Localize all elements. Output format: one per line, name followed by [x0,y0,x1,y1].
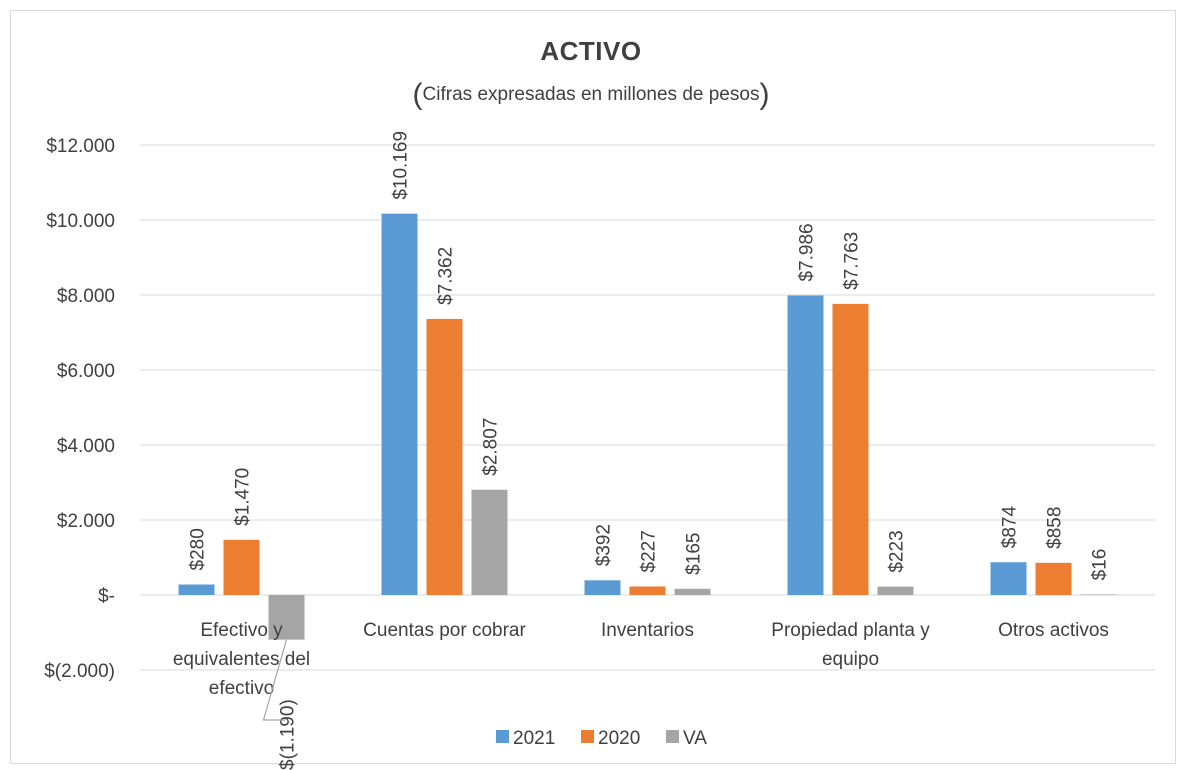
bar-2021 [381,213,418,595]
bar-2020 [1035,562,1072,595]
legend-label-va: VA [683,728,707,749]
x-tick-label: Efectivo y [200,620,283,641]
data-label: $165 [684,533,705,575]
y-tick-label: $10.000 [46,211,115,232]
y-tick-label: $8.000 [57,286,115,307]
data-label: $227 [639,530,660,572]
x-tick-label: equipo [822,649,879,670]
leader-line [262,639,288,721]
chart-subtitle-text: Cifras expresadas en millones de pesos [422,84,760,105]
data-label: $280 [188,528,209,570]
x-tick-label: efectivo [209,678,274,699]
legend-label-2021: 2021 [513,728,555,749]
y-tick-label: $2.000 [57,511,115,532]
bar-2021 [990,562,1027,595]
chart-frame [10,10,1176,764]
bar-2020 [426,318,463,595]
y-axis: $12.000 $10.000 $8.000 $6.000 $4.000 $2.000 $-… [44,136,115,682]
data-label: $7.763 [842,232,863,290]
bar-va [268,595,305,640]
legend-label-2020: 2020 [598,728,640,749]
x-tick-label: Propiedad planta y [771,620,930,641]
gridlines [140,144,1155,671]
data-label: $16 [1090,549,1111,581]
y-tick-label: $(2.000) [44,661,115,682]
data-label: $2.807 [481,418,502,476]
bars [178,213,1117,640]
bar-2020 [223,539,260,595]
data-label: $1.470 [233,468,254,526]
data-labels: $280 $10.169 $392 $7.986 $874 $1.470 $7.362 $22… [188,131,1111,770]
data-label: $874 [1000,506,1021,549]
x-axis: Efectivo y equivalentes del efectivo Cuenta… [173,620,1109,699]
bar-2021 [178,584,215,595]
x-tick-label: Cuentas por cobrar [363,620,526,641]
bar-2021 [787,295,824,595]
bar-2021 [584,580,621,595]
bar-2020 [832,303,869,595]
legend-swatch-va [666,730,679,743]
bar-va [877,586,914,595]
data-label: $392 [594,524,615,566]
legend-swatch-2021 [496,730,509,743]
bar-va [674,588,711,595]
data-label: $(1.190) [278,699,299,770]
x-tick-label: Inventarios [601,620,694,641]
legend: 2021 2020 VA [496,728,707,749]
bar-va [1080,594,1117,595]
data-label: $858 [1045,507,1066,549]
legend-swatch-2020 [581,730,594,743]
y-tick-label: $4.000 [57,436,115,457]
data-label: $7.986 [797,223,818,281]
chart-title: ACTIVO [540,36,642,66]
y-tick-label: $6.000 [57,361,115,382]
chart-subtitle: (Cifras expresadas en millones de pesos) [412,78,770,111]
x-tick-label: Otros activos [998,620,1109,641]
bar-2020 [629,586,666,595]
data-label: $7.362 [436,247,457,305]
data-label: $223 [887,530,908,572]
x-tick-label: equivalentes del [173,649,310,670]
y-tick-label: $- [98,586,115,607]
y-tick-label: $12.000 [46,136,115,157]
bar-va [471,489,508,595]
data-label: $10.169 [391,131,412,200]
